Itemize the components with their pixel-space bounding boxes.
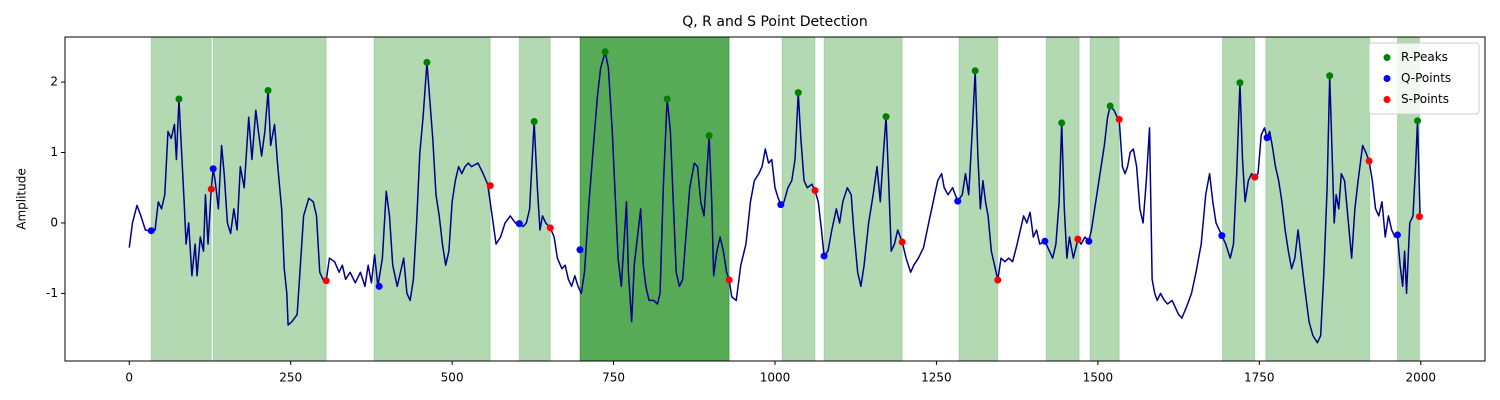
legend-marker: [1383, 54, 1391, 61]
chart-title: Q, R and S Point Detection: [682, 14, 867, 30]
point: [777, 201, 785, 209]
point: [811, 187, 819, 195]
shaded-region: [150, 36, 212, 362]
x-tick-label: 500: [441, 371, 464, 385]
legend-label: R-Peaks: [1401, 50, 1448, 64]
point: [375, 282, 383, 290]
y-tick-label: -1: [46, 286, 58, 300]
point: [1085, 237, 1093, 245]
shaded-region: [1045, 36, 1080, 362]
point: [530, 118, 538, 126]
point: [601, 48, 609, 56]
x-tick-label: 1250: [921, 371, 952, 385]
point: [794, 89, 802, 97]
shaded-region: [1089, 36, 1120, 362]
point: [1365, 157, 1373, 165]
point: [486, 182, 494, 190]
x-tick-label: 1500: [1083, 371, 1114, 385]
x-tick-label: 1750: [1244, 371, 1275, 385]
point: [1115, 115, 1123, 123]
point: [954, 197, 962, 205]
shaded-region: [579, 36, 730, 362]
point: [546, 224, 554, 232]
point: [725, 276, 733, 284]
point: [1106, 102, 1114, 110]
point: [1415, 213, 1423, 221]
x-tick-label: 0: [125, 371, 133, 385]
point: [1058, 119, 1066, 127]
point: [515, 220, 523, 228]
point: [1414, 117, 1422, 125]
shaded-region: [781, 36, 816, 362]
point: [1218, 232, 1226, 240]
legend-box: [1368, 42, 1480, 115]
shaded-region: [823, 36, 903, 362]
y-tick-label: 2: [50, 75, 58, 89]
x-tick-label: 250: [279, 371, 302, 385]
point: [971, 67, 979, 75]
x-tick-label: 1000: [760, 371, 791, 385]
point: [898, 238, 906, 246]
point: [1236, 79, 1244, 87]
y-tick-label: 0: [50, 215, 58, 229]
point: [209, 165, 217, 173]
point: [705, 132, 713, 140]
point: [1251, 173, 1259, 181]
y-axis-label: Amplitude: [15, 168, 29, 230]
legend: R-Peaks Q-Points S-Points: [1368, 42, 1480, 115]
legend-label: S-Points: [1401, 92, 1449, 106]
point: [423, 58, 431, 66]
shaded-region: [518, 36, 551, 362]
point: [1074, 235, 1082, 243]
point: [576, 246, 584, 254]
point: [322, 277, 330, 285]
shaded-region: [958, 36, 999, 362]
point: [1394, 231, 1402, 239]
point: [994, 276, 1002, 284]
point: [820, 252, 828, 260]
point: [264, 87, 272, 95]
point: [882, 113, 890, 121]
point: [1263, 134, 1271, 142]
point: [1326, 72, 1334, 80]
point: [1041, 237, 1049, 245]
legend-marker: [1383, 96, 1391, 103]
point: [663, 95, 671, 103]
point: [175, 95, 183, 103]
shaded-region: [373, 36, 491, 362]
x-tick-label: 2000: [1405, 371, 1436, 385]
x-tick-label: 750: [602, 371, 625, 385]
point: [147, 227, 155, 235]
shaded-region: [1222, 36, 1256, 362]
y-tick-label: 1: [50, 145, 58, 159]
legend-marker: [1383, 75, 1391, 82]
point: [207, 185, 215, 193]
legend-label: Q-Points: [1401, 71, 1451, 85]
